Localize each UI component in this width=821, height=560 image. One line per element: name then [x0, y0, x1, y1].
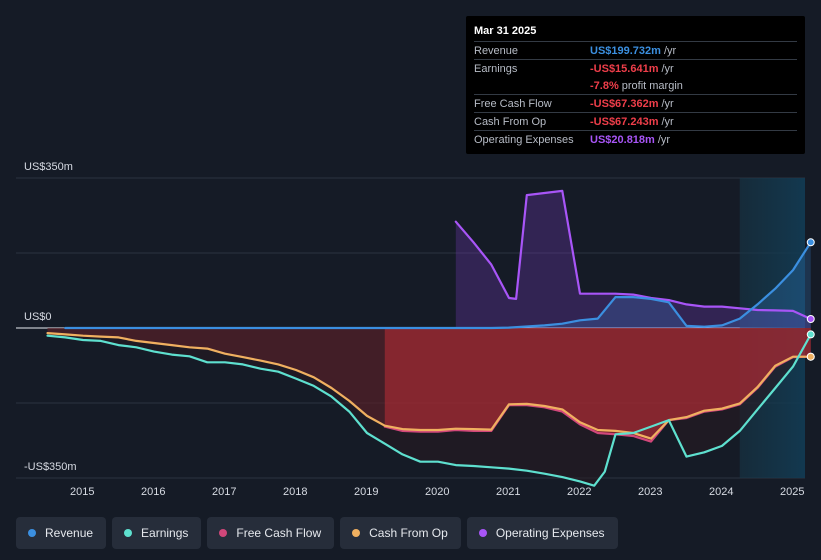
tooltip-value: US$20.818m	[590, 133, 655, 146]
legend-dot-icon	[219, 529, 228, 537]
tooltip-row-cfo: Cash From Op -US$67.243m /yr	[474, 113, 797, 131]
x-tick-label: 2023	[638, 486, 662, 498]
area-free-cash-flow	[384, 328, 811, 442]
line-revenue	[64, 241, 812, 330]
x-tick-label: 2017	[212, 486, 236, 498]
legend-dot-icon	[352, 529, 361, 537]
tooltip-unit: /yr	[661, 97, 674, 110]
chart-area: US$350m US$0 -US$350m 2015 2016 2017 2018 20…	[16, 161, 815, 498]
tooltip-row-margin: -7.8% profit margin	[474, 77, 797, 95]
chart-legend: Revenue Earnings Free Cash Flow Cash Fro…	[16, 517, 618, 549]
x-tick-label: 2021	[496, 486, 520, 498]
tooltip-value: -US$67.243m	[590, 115, 659, 128]
tooltip-row-fcf: Free Cash Flow -US$67.362m /yr	[474, 95, 797, 113]
series-areas	[47, 190, 811, 486]
marker-revenue	[806, 238, 815, 247]
x-tick-label: 2024	[709, 486, 733, 498]
legend-label: Free Cash Flow	[236, 526, 322, 540]
x-tick-label: 2019	[354, 486, 378, 498]
legend-item-free-cash-flow[interactable]: Free Cash Flow	[207, 517, 335, 549]
tooltip-unit: /yr	[661, 115, 674, 128]
tooltip-label: Cash From Op	[474, 115, 547, 128]
marker-operating-expenses	[806, 315, 815, 323]
tooltip-value: -US$67.362m	[590, 97, 659, 110]
series-lines	[46, 189, 812, 487]
y-label-bottom: -US$350m	[24, 461, 77, 473]
legend-label: Earnings	[141, 526, 189, 540]
x-axis-ticks: 2015 2016 2017 2018 2019 2020 2021 2022 2023 2024…	[70, 486, 804, 498]
data-tooltip: Mar 31 2025 Revenue US$199.732m /yr Earn…	[466, 16, 805, 154]
area-revenue	[65, 242, 811, 328]
x-tick-label: 2018	[283, 486, 307, 498]
tooltip-value: US$199.732m	[590, 44, 661, 57]
tooltip-label: Earnings	[474, 62, 518, 75]
x-tick-label: 2015	[70, 486, 94, 498]
area-operating-expenses	[455, 190, 811, 328]
line-operating-expenses	[454, 189, 812, 321]
legend-item-earnings[interactable]: Earnings	[112, 517, 202, 549]
tooltip-label: Free Cash Flow	[474, 97, 552, 110]
x-tick-label: 2025	[780, 486, 804, 498]
legend-item-operating-expenses[interactable]: Operating Expenses	[466, 517, 618, 549]
line-earnings	[46, 333, 812, 487]
marker-cash-from-op	[806, 352, 815, 361]
tooltip-label: Revenue	[474, 44, 519, 57]
y-label-top: US$350m	[24, 161, 73, 173]
x-tick-label: 2022	[567, 486, 591, 498]
tooltip-value: -US$15.641m	[590, 62, 659, 75]
legend-dot-icon	[28, 529, 36, 537]
x-tick-label: 2020	[425, 486, 449, 498]
tooltip-value: -7.8%	[590, 79, 619, 92]
tooltip-label: Operating Expenses	[474, 133, 574, 146]
legend-label: Operating Expenses	[495, 526, 605, 540]
tooltip-row-earnings: Earnings -US$15.641m /yr	[474, 60, 797, 77]
legend-dot-icon	[478, 529, 487, 537]
y-label-zero: US$0	[24, 311, 52, 323]
legend-label: Cash From Op	[369, 526, 448, 540]
marker-earnings	[806, 330, 815, 339]
tooltip-unit: profit margin	[621, 79, 683, 92]
tooltip-unit: /yr	[657, 133, 671, 146]
legend-dot-icon	[124, 529, 133, 537]
line-cash-from-op	[46, 332, 812, 440]
legend-label: Revenue	[45, 526, 94, 540]
tooltip-row-opex: Operating Expenses US$20.818m /yr	[474, 131, 797, 148]
tooltip-row-revenue: Revenue US$199.732m /yr	[474, 42, 797, 60]
tooltip-unit: /yr	[663, 44, 677, 57]
end-markers	[806, 238, 815, 361]
tooltip-date: Mar 31 2025	[474, 24, 797, 42]
tooltip-unit: /yr	[661, 62, 674, 75]
x-tick-label: 2016	[141, 486, 165, 498]
legend-item-cash-from-op[interactable]: Cash From Op	[340, 517, 461, 549]
legend-item-revenue[interactable]: Revenue	[16, 517, 107, 549]
